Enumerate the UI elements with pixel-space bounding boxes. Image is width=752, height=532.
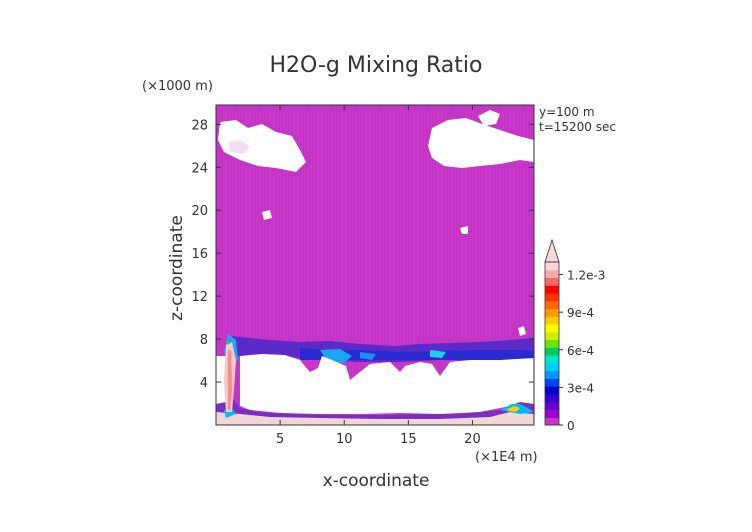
colorbar-swatch [545, 308, 559, 317]
y-tick-label: 12 [191, 290, 208, 305]
dry-white-left [216, 356, 226, 404]
colorbar-swatch [545, 362, 559, 372]
colorbar-swatch [545, 393, 559, 403]
colorbar-tick-label: 6e-4 [567, 344, 594, 358]
x-tick-label: 5 [276, 432, 284, 447]
x-axis: 5 10 15 20 [276, 105, 481, 447]
y-tick-label: 20 [191, 204, 208, 219]
colorbar-tick-label: 9e-4 [567, 306, 594, 320]
colorbar-swatch [545, 324, 559, 333]
colorbar-swatch [545, 269, 559, 279]
colorbar-swatch [545, 277, 559, 286]
colorbar-swatch [545, 347, 559, 356]
dry-white-region [240, 354, 534, 414]
x-tick-label: 20 [464, 432, 481, 447]
colorbar-tick-label: 1.2e-3 [567, 269, 605, 283]
x-tick-label: 10 [336, 432, 353, 447]
colorbar-swatch [545, 378, 559, 387]
colorbar-swatch [545, 316, 559, 325]
colorbar-swatch [545, 409, 559, 418]
x-tick-label: 15 [400, 432, 417, 447]
colorbar-swatch [545, 331, 559, 341]
colorbar-swatch [545, 285, 559, 294]
colorbar-swatch [545, 339, 559, 348]
plot-area [215, 104, 535, 426]
colorbar-tick-label: 0 [567, 419, 575, 433]
y-tick-label: 8 [200, 333, 208, 348]
y-axis-label: z-coordinate [167, 215, 187, 321]
colorbar-swatch [545, 262, 559, 271]
colorbar-swatch [545, 401, 559, 410]
colorbar-tick-label: 3e-4 [567, 381, 594, 395]
x-axis-label: x-coordinate [323, 471, 430, 491]
plot-frame [215, 104, 535, 426]
colorbar-swatch [545, 386, 559, 395]
upper-white-patches [218, 110, 534, 336]
y-tick-label: 4 [200, 376, 208, 391]
colorbar-swatch [545, 370, 559, 379]
colorbar: 0 3e-4 6e-4 9e-4 1.2e-3 [544, 238, 605, 433]
colorbar-swatch [545, 293, 559, 302]
annotation-y: y=100 m [539, 105, 595, 119]
x-unit-label: (×1E4 m) [475, 450, 538, 465]
y-tick-label: 24 [191, 161, 208, 176]
colorbar-swatch [545, 355, 559, 364]
y-tick-label: 16 [191, 247, 208, 262]
y-axis: 4 8 12 16 20 24 28 [191, 118, 534, 391]
colorbar-extend-arrow [544, 238, 560, 263]
surface-layer [216, 342, 534, 425]
annotation-t: t=15200 sec [539, 120, 616, 134]
colorbar-swatch [545, 300, 559, 310]
chart-title: H2O-g Mixing Ratio [270, 53, 483, 78]
y-tick-label: 28 [191, 118, 208, 133]
colorbar-swatch [545, 417, 559, 426]
y-unit-label: (×1000 m) [142, 79, 213, 94]
colorbar-frame [544, 261, 560, 426]
